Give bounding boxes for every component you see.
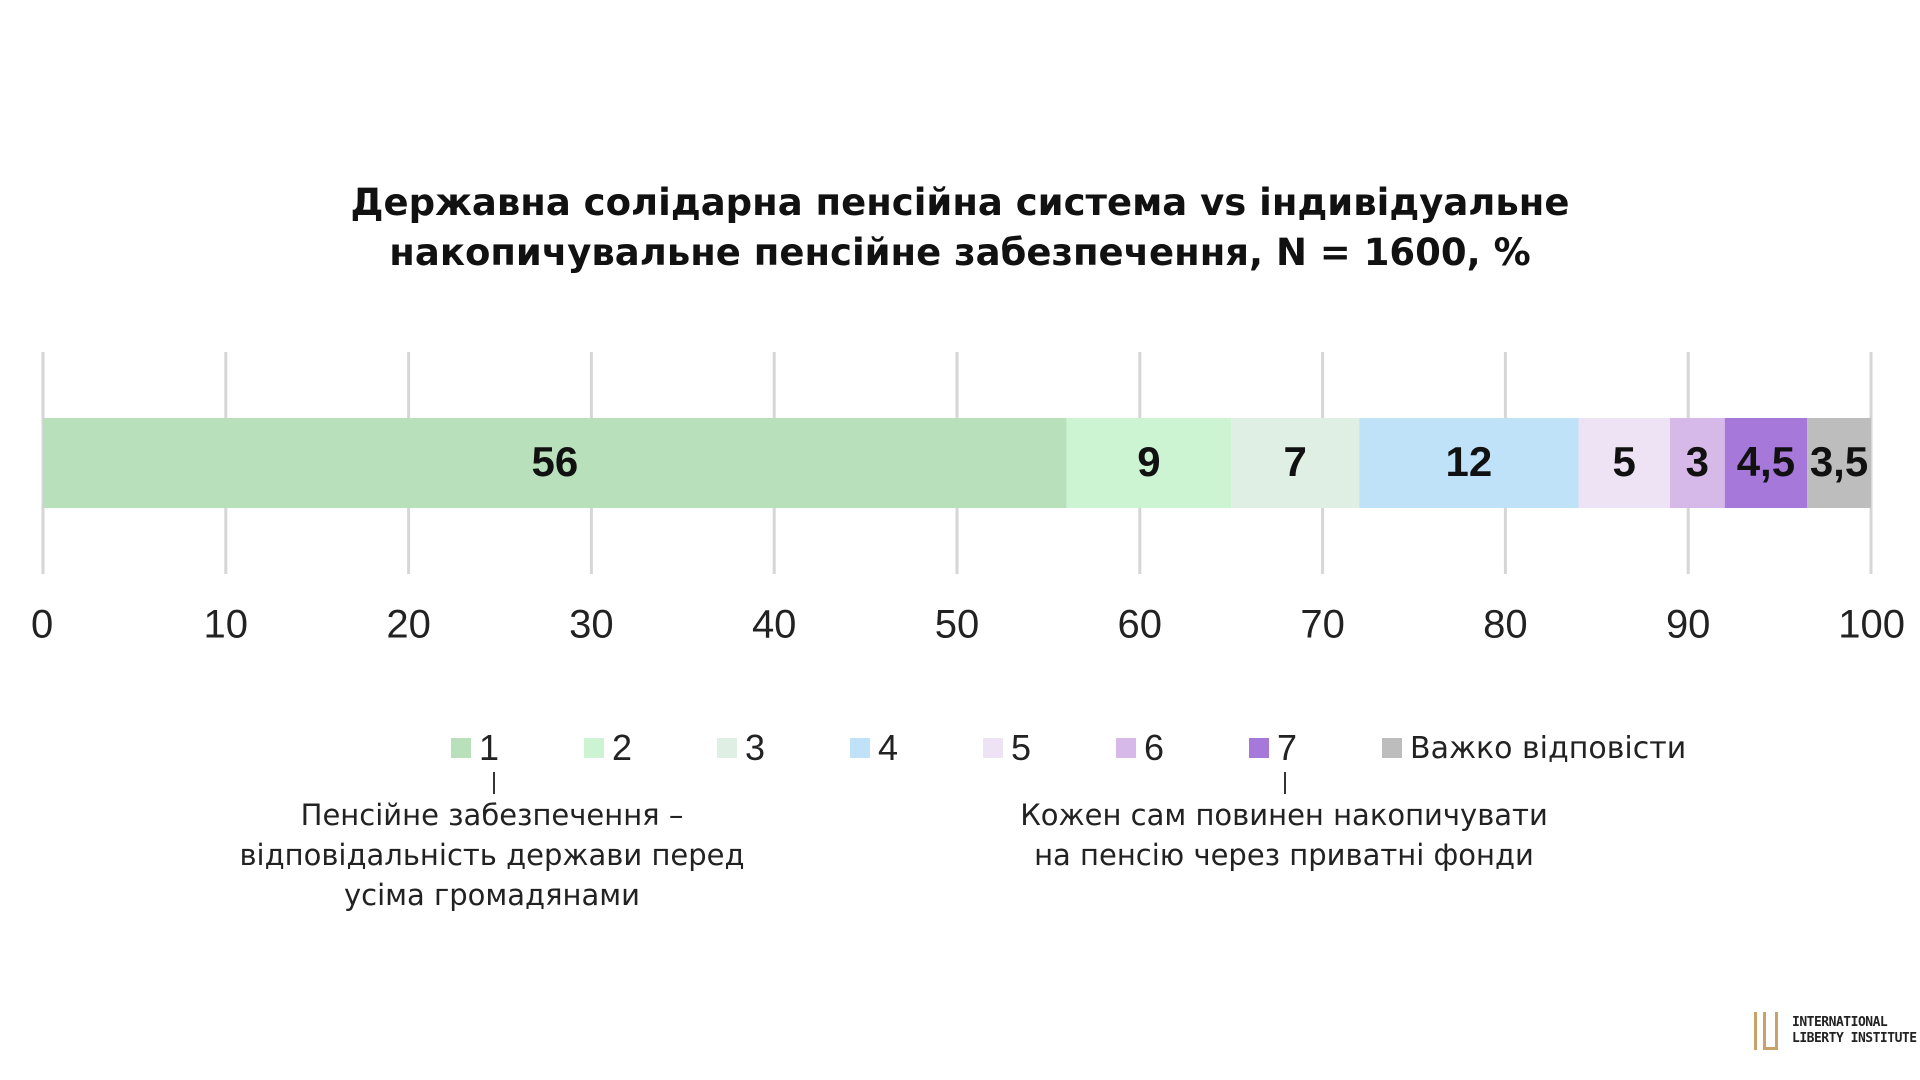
legend-item-6: 6 bbox=[1116, 726, 1164, 770]
data-label-5: 5 bbox=[1613, 438, 1636, 485]
x-tick-label-20: 20 bbox=[386, 603, 431, 647]
legend-item-5: 5 bbox=[983, 726, 1031, 770]
bar-segment-5 bbox=[1578, 418, 1670, 508]
legend-swatch bbox=[717, 738, 737, 758]
x-tick-label-0: 0 bbox=[31, 603, 53, 647]
legend-label: 7 bbox=[1277, 727, 1298, 768]
bar-segment-6 bbox=[1669, 418, 1725, 508]
logo-text-line-2: LIBERTY INSTITUTE bbox=[1792, 1031, 1917, 1046]
data-label-7: 4,5 bbox=[1737, 438, 1795, 485]
scale-note-left-line-1: Пенсійне забезпечення – bbox=[300, 798, 684, 832]
x-tick-label-90: 90 bbox=[1666, 603, 1711, 647]
scale-note-left-line-2: відповідальність держави перед bbox=[239, 838, 745, 872]
x-tick-label-30: 30 bbox=[569, 603, 614, 647]
chart-title: Державна солідарна пенсійна система vs і… bbox=[0, 178, 1920, 278]
legend-swatch bbox=[1116, 738, 1136, 758]
legend-swatch bbox=[1249, 738, 1269, 758]
legend-item-8: Важко відповісти bbox=[1382, 726, 1686, 770]
logo: INTERNATIONAL LIBERTY INSTITUTE bbox=[1752, 1010, 1917, 1052]
data-label-4: 12 bbox=[1445, 438, 1492, 485]
logo-text: INTERNATIONAL LIBERTY INSTITUTE bbox=[1792, 1015, 1917, 1047]
x-tick-label-10: 10 bbox=[204, 603, 249, 647]
legend-swatch bbox=[850, 738, 870, 758]
logo-text-line-1: INTERNATIONAL bbox=[1792, 1015, 1888, 1030]
legend-item-2: 2 bbox=[584, 726, 632, 770]
scale-note-right-line-2: на пенсію через приватні фонди bbox=[1034, 838, 1534, 872]
data-label-8: 3,5 bbox=[1810, 438, 1868, 485]
legend-label: Важко відповісти bbox=[1410, 730, 1687, 766]
legend-swatch bbox=[451, 738, 471, 758]
x-tick-label-50: 50 bbox=[935, 603, 980, 647]
legend-swatch bbox=[983, 738, 1003, 758]
legend-label: 2 bbox=[612, 727, 633, 768]
legend-label: 6 bbox=[1144, 727, 1165, 768]
legend-label: 5 bbox=[1011, 727, 1032, 768]
legend-item-7: 7 bbox=[1249, 726, 1297, 770]
data-label-2: 9 bbox=[1137, 438, 1160, 485]
data-label-3: 7 bbox=[1284, 438, 1307, 485]
bar-segment-1 bbox=[43, 418, 1067, 508]
data-labels: 56 9 7 12 5 3 4,5 3,5 bbox=[531, 438, 1868, 485]
logo-mark-icon bbox=[1754, 1012, 1778, 1050]
x-tick-label-100: 100 bbox=[1838, 603, 1905, 647]
scale-note-right-line-1: Кожен сам повинен накопичувати bbox=[1020, 798, 1548, 832]
bar-segment-4 bbox=[1359, 418, 1579, 508]
legend-label: 3 bbox=[745, 727, 766, 768]
x-tick-label-80: 80 bbox=[1483, 603, 1528, 647]
scale-note-right: Кожен сам повинен накопичувати на пенсію… bbox=[984, 795, 1584, 875]
scale-note-left-line-3: усіма громадянами bbox=[343, 878, 641, 912]
legend-anchor-left-mark bbox=[493, 772, 495, 794]
bar-segment-2 bbox=[1066, 418, 1232, 508]
legend-swatch bbox=[584, 738, 604, 758]
x-tick-label-40: 40 bbox=[752, 603, 797, 647]
bar-segment-7 bbox=[1724, 418, 1808, 508]
bar-segments bbox=[43, 418, 1871, 508]
legend-label: 1 bbox=[479, 727, 500, 768]
legend-label: 4 bbox=[878, 727, 899, 768]
data-label-6: 3 bbox=[1686, 438, 1709, 485]
chart-title-line-2: накопичувальне пенсійне забезпечення, N … bbox=[389, 231, 1531, 274]
legend-item-4: 4 bbox=[850, 726, 898, 770]
data-label-1: 56 bbox=[531, 438, 578, 485]
legend-anchor-right-mark bbox=[1284, 772, 1286, 794]
bar-segment-8 bbox=[1807, 418, 1871, 508]
legend-item-1: 1 bbox=[451, 726, 499, 770]
x-tick-label-60: 60 bbox=[1118, 603, 1163, 647]
x-tick-labels: 0 10 20 30 40 50 60 70 80 90 100 bbox=[31, 603, 1905, 647]
chart-title-line-1: Державна солідарна пенсійна система vs і… bbox=[350, 181, 1570, 224]
legend-item-3: 3 bbox=[717, 726, 765, 770]
bar-segment-3 bbox=[1231, 418, 1360, 508]
x-tick-label-70: 70 bbox=[1300, 603, 1345, 647]
legend-swatch bbox=[1382, 738, 1402, 758]
scale-note-left: Пенсійне забезпечення – відповідальність… bbox=[192, 795, 792, 915]
